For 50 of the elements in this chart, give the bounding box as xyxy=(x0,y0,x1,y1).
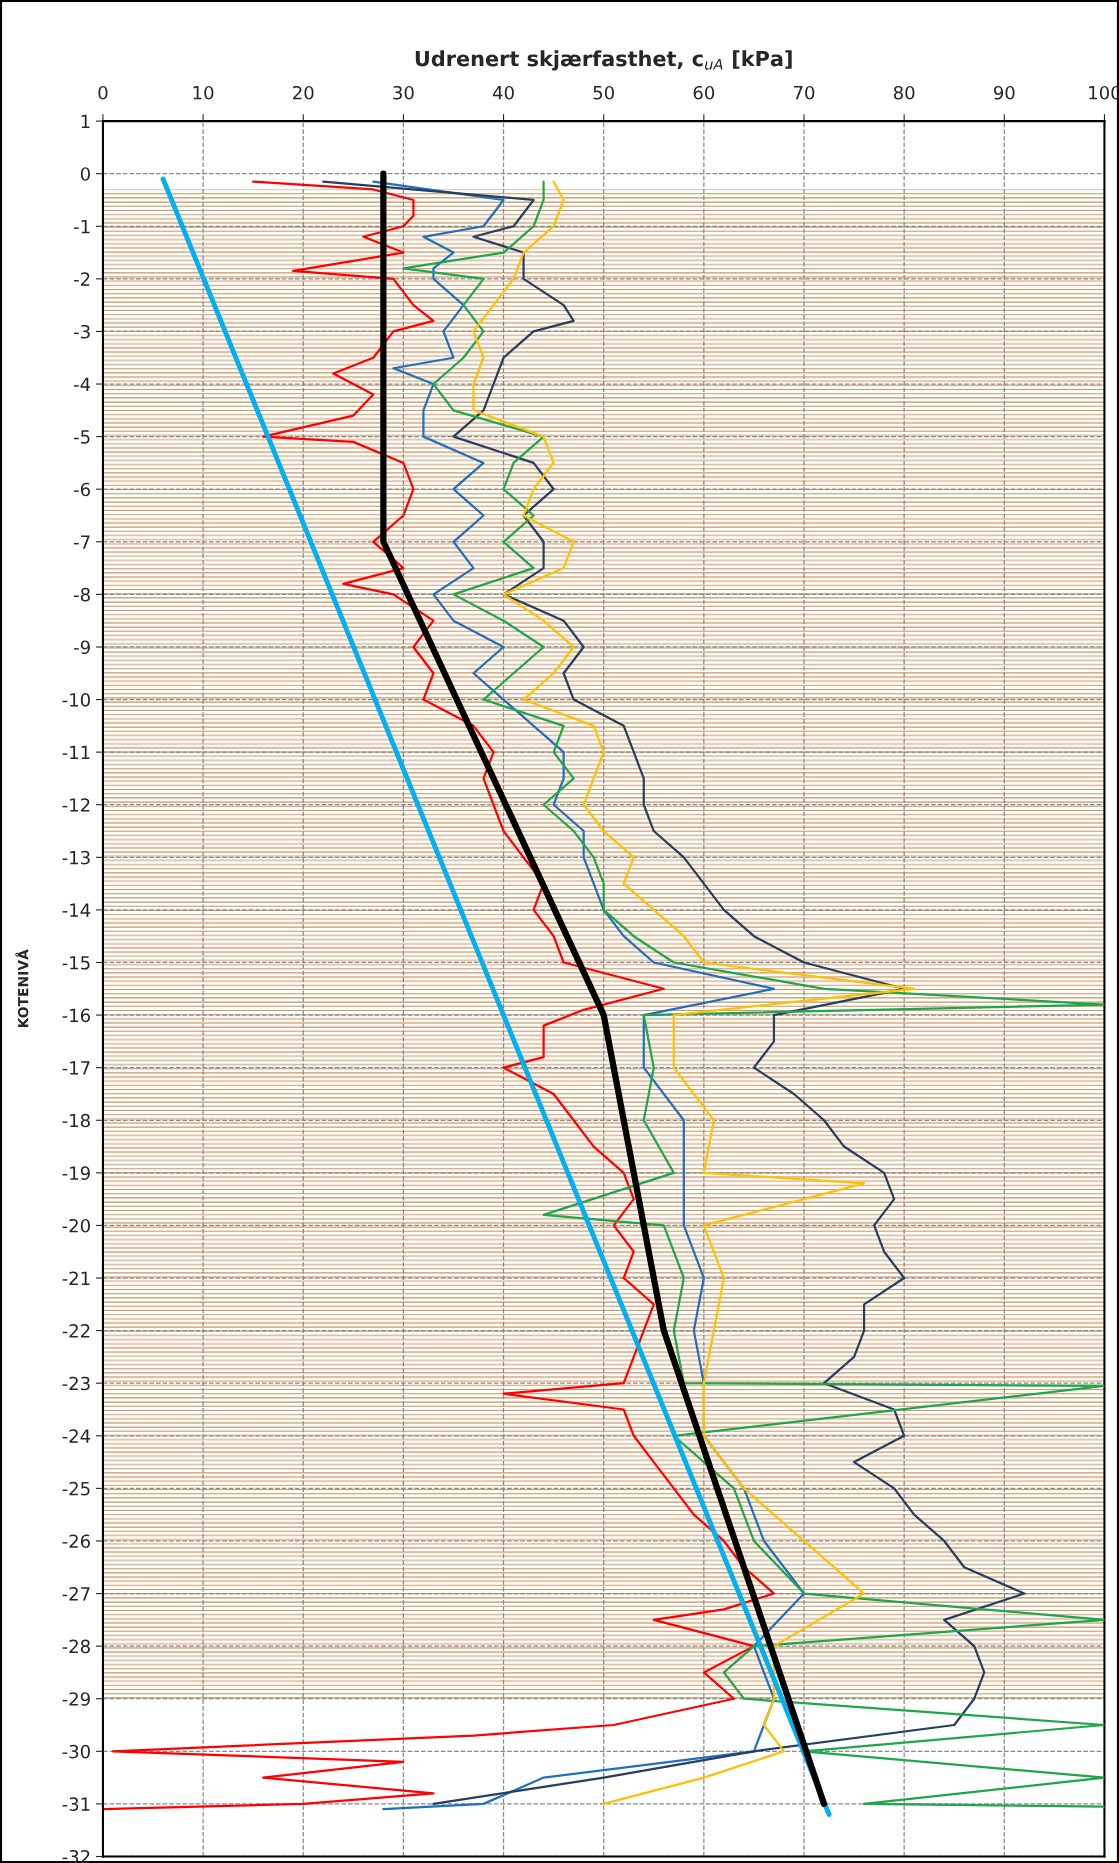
x-tick-label: 80 xyxy=(893,85,915,100)
y-tick-label: 1 xyxy=(81,114,90,128)
y-tick-label: -27 xyxy=(62,1587,90,1601)
y-tick-label: -12 xyxy=(62,798,90,812)
y-tick-label: -10 xyxy=(62,693,90,707)
x-tick-label: 20 xyxy=(293,85,314,100)
y-tick-label: -30 xyxy=(62,1744,90,1759)
y-tick-label: -4 xyxy=(74,377,91,391)
y-tick-label: -22 xyxy=(62,1324,90,1338)
x-tick-label: 40 xyxy=(492,85,514,100)
y-tick-label: -14 xyxy=(62,903,91,917)
y-tick-label: -7 xyxy=(74,535,90,549)
x-tick-label: 10 xyxy=(193,85,214,100)
x-tick-label: 0 xyxy=(98,85,108,100)
line-series xyxy=(102,180,776,1811)
y-tick-label: -29 xyxy=(62,1692,90,1706)
x-tick-label: 50 xyxy=(593,85,614,100)
y-tick-label: -16 xyxy=(62,1008,91,1023)
y-tick-label: -23 xyxy=(62,1376,90,1391)
x-tick-label: 30 xyxy=(393,85,414,100)
line-series xyxy=(402,180,1105,1808)
y-tick-label: -5 xyxy=(74,430,90,444)
y-tick-label: -28 xyxy=(62,1639,90,1654)
y-tick-label: -21 xyxy=(62,1271,90,1285)
y-tick-label: -17 xyxy=(62,1061,90,1075)
y-axis-title: KOTENIVÅ xyxy=(15,949,29,1028)
y-tick-label: -9 xyxy=(74,640,90,655)
x-axis-title: Udrenert skjærfasthet, c$_{uA}$ [kPa] xyxy=(415,50,792,71)
y-tick-label: -26 xyxy=(62,1534,91,1549)
y-tick-label: 0 xyxy=(80,167,90,181)
y-tick-label: -19 xyxy=(62,1166,90,1180)
y-tick-label: -18 xyxy=(62,1113,90,1128)
y-tick-label: -1 xyxy=(74,219,90,234)
y-tick-label: -32 xyxy=(62,1849,90,1863)
y-tick-label: -8 xyxy=(74,587,90,602)
y-tick-label: -25 xyxy=(62,1481,90,1496)
x-tick-label: 90 xyxy=(993,85,1015,100)
x-tick-label: 60 xyxy=(693,85,715,100)
line-series xyxy=(472,180,916,1805)
y-tick-label: -24 xyxy=(62,1429,91,1443)
y-tick-label: -20 xyxy=(62,1218,90,1233)
y-tick-label: -11 xyxy=(62,745,90,759)
y-tick-label: -3 xyxy=(74,324,90,339)
x-tick-label: 70 xyxy=(793,85,815,100)
line-series xyxy=(322,180,1026,1805)
y-tick-label: -2 xyxy=(74,272,90,286)
y-tick-label: -13 xyxy=(62,850,90,865)
y-tick-label: -6 xyxy=(74,482,91,497)
y-tick-label: -15 xyxy=(62,956,90,970)
y-tick-label: -31 xyxy=(62,1797,90,1812)
